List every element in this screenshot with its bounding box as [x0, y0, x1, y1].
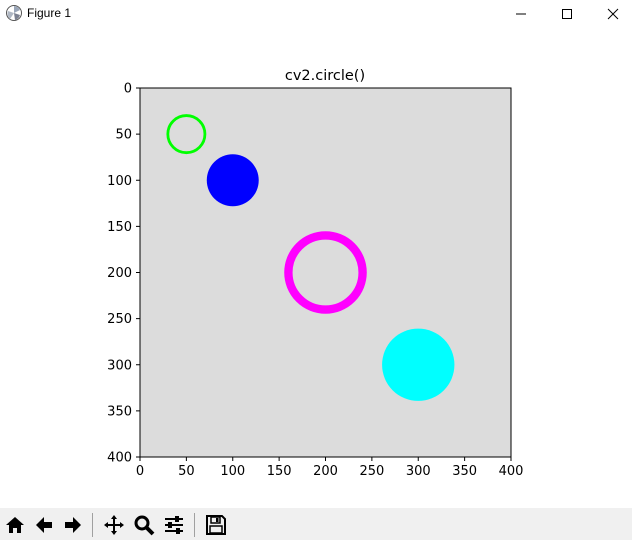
pan-move-icon [104, 515, 124, 535]
y-tick-label: 200 [107, 266, 132, 281]
zoom-magnifier-icon [134, 515, 155, 536]
x-axis: 0 50 100 150 200 250 300 350 400 [136, 457, 524, 479]
circle-2 [206, 154, 259, 207]
zoom-button[interactable] [131, 512, 157, 538]
y-tick-label: 350 [107, 404, 132, 419]
forward-button[interactable] [60, 512, 86, 538]
figure-canvas[interactable]: cv2.circle() 0 50 100 150 200 250 300 350 400 0 5… [0, 28, 632, 508]
save-button[interactable] [203, 512, 229, 538]
configure-subplots-button[interactable] [161, 512, 187, 538]
y-tick-label: 400 [107, 451, 132, 466]
toolbar-divider [92, 513, 93, 537]
x-tick-label: 50 [178, 464, 195, 479]
circle-4 [382, 328, 455, 401]
image-background [140, 88, 511, 457]
close-icon [607, 8, 619, 20]
plot-title: cv2.circle() [285, 68, 365, 84]
x-tick-label: 300 [406, 464, 431, 479]
y-tick-label: 300 [107, 358, 132, 373]
window-title: Figure 1 [27, 6, 72, 20]
y-tick-label: 50 [115, 128, 132, 143]
x-tick-label: 400 [499, 464, 524, 479]
save-disk-icon [206, 515, 226, 535]
home-icon [6, 517, 24, 533]
minimize-icon [516, 13, 526, 15]
toolbar-divider [194, 513, 195, 537]
y-tick-label: 100 [107, 174, 132, 189]
configure-subplots-icon [165, 516, 183, 534]
y-tick-label: 150 [107, 220, 132, 235]
pan-button[interactable] [101, 512, 127, 538]
y-axis: 0 50 100 150 200 250 300 350 400 [107, 82, 140, 466]
minimize-button[interactable] [498, 0, 544, 28]
x-tick-label: 100 [220, 464, 245, 479]
x-tick-label: 350 [452, 464, 477, 479]
navigation-toolbar [0, 508, 632, 540]
circles-layer [166, 114, 455, 401]
forward-arrow-icon [65, 517, 81, 533]
close-button[interactable] [590, 0, 632, 28]
x-tick-label: 250 [359, 464, 384, 479]
y-tick-label: 250 [107, 312, 132, 327]
circle-1 [166, 114, 207, 155]
x-tick-label: 200 [313, 464, 338, 479]
maximize-button[interactable] [544, 0, 590, 28]
x-tick-label: 0 [136, 464, 144, 479]
maximize-icon [562, 9, 572, 19]
back-arrow-icon [36, 517, 52, 533]
home-button[interactable] [2, 512, 28, 538]
matplotlib-app-icon [5, 4, 23, 22]
circle-3 [284, 231, 367, 314]
x-tick-label: 150 [267, 464, 292, 479]
back-button[interactable] [31, 512, 57, 538]
plot-area: cv2.circle() 0 50 100 150 200 250 300 350 400 0 5… [107, 68, 524, 479]
y-tick-label: 0 [124, 82, 132, 97]
window-titlebar: Figure 1 [0, 0, 632, 28]
